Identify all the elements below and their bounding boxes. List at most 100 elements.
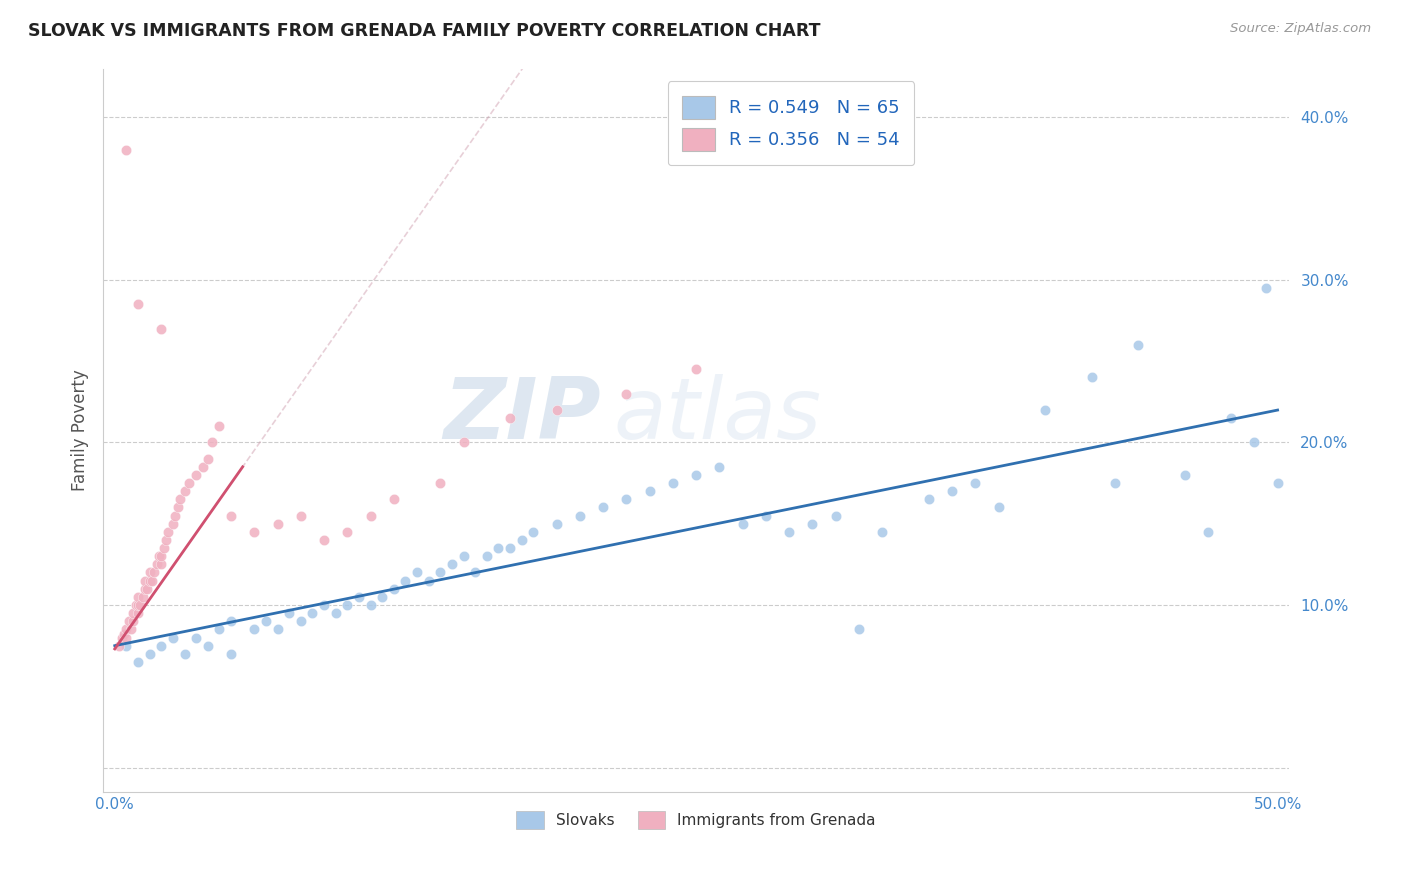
Point [1033,403,1056,417]
Point [941,484,963,499]
Point [134,574,156,588]
Point [173,647,195,661]
Point [148,549,170,564]
Text: Source: ZipAtlas.com: Source: ZipAtlas.com [1230,22,1371,36]
Point [138,566,160,580]
Point [125,598,148,612]
Point [488,541,510,555]
Point [266,516,288,531]
Point [111,631,134,645]
Point [127,297,149,311]
Text: ZIP: ZIP [444,375,602,458]
Point [336,598,359,612]
Point [162,631,184,645]
Point [179,476,201,491]
Point [499,541,522,555]
Point [870,524,893,539]
Legend: Slovaks, Immigrants from Grenada: Slovaks, Immigrants from Grenada [510,805,882,835]
Point [987,500,1010,515]
Point [546,403,568,417]
Point [731,516,754,531]
Point [453,549,475,564]
Point [301,606,323,620]
Point [918,492,941,507]
Point [406,566,429,580]
Point [382,582,405,596]
Point [208,419,231,434]
Point [312,533,335,547]
Point [129,598,152,612]
Point [592,500,614,515]
Point [165,508,187,523]
Point [278,606,301,620]
Point [150,639,173,653]
Point [1220,411,1243,425]
Point [453,435,475,450]
Point [173,484,195,499]
Point [112,627,135,641]
Point [169,492,191,507]
Point [418,574,440,588]
Point [127,655,149,669]
Point [115,639,138,653]
Point [440,558,463,572]
Point [127,590,149,604]
Point [122,606,145,620]
Point [429,566,451,580]
Point [965,476,987,491]
Point [138,574,160,588]
Point [266,623,288,637]
Point [546,516,568,531]
Point [127,598,149,612]
Point [131,590,153,604]
Point [197,639,219,653]
Point [243,623,266,637]
Point [108,639,131,653]
Point [186,631,208,645]
Point [290,508,312,523]
Point [145,558,167,572]
Point [848,623,870,637]
Point [152,541,174,555]
Point [778,524,800,539]
Point [290,614,312,628]
Point [219,647,242,661]
Point [127,606,149,620]
Point [709,459,731,474]
Point [499,411,522,425]
Point [197,451,219,466]
Point [118,614,141,628]
Point [254,614,277,628]
Point [1254,281,1277,295]
Point [122,614,145,628]
Point [1243,435,1265,450]
Point [1173,467,1195,482]
Point [371,590,394,604]
Point [360,598,382,612]
Point [1126,338,1149,352]
Point [347,590,370,604]
Point [191,459,214,474]
Point [150,321,173,335]
Point [1080,370,1102,384]
Y-axis label: Family Poverty: Family Poverty [72,369,89,491]
Point [824,508,846,523]
Point [616,492,638,507]
Point [312,598,335,612]
Point [755,508,778,523]
Point [157,524,180,539]
Point [155,533,177,547]
Point [150,549,173,564]
Point [336,524,359,539]
Point [166,500,188,515]
Point [120,623,142,637]
Point [141,574,163,588]
Point [801,516,824,531]
Point [464,566,486,580]
Point [208,623,231,637]
Point [138,647,160,661]
Point [685,362,707,376]
Point [429,476,451,491]
Point [382,492,405,507]
Text: SLOVAK VS IMMIGRANTS FROM GRENADA FAMILY POVERTY CORRELATION CHART: SLOVAK VS IMMIGRANTS FROM GRENADA FAMILY… [28,22,821,40]
